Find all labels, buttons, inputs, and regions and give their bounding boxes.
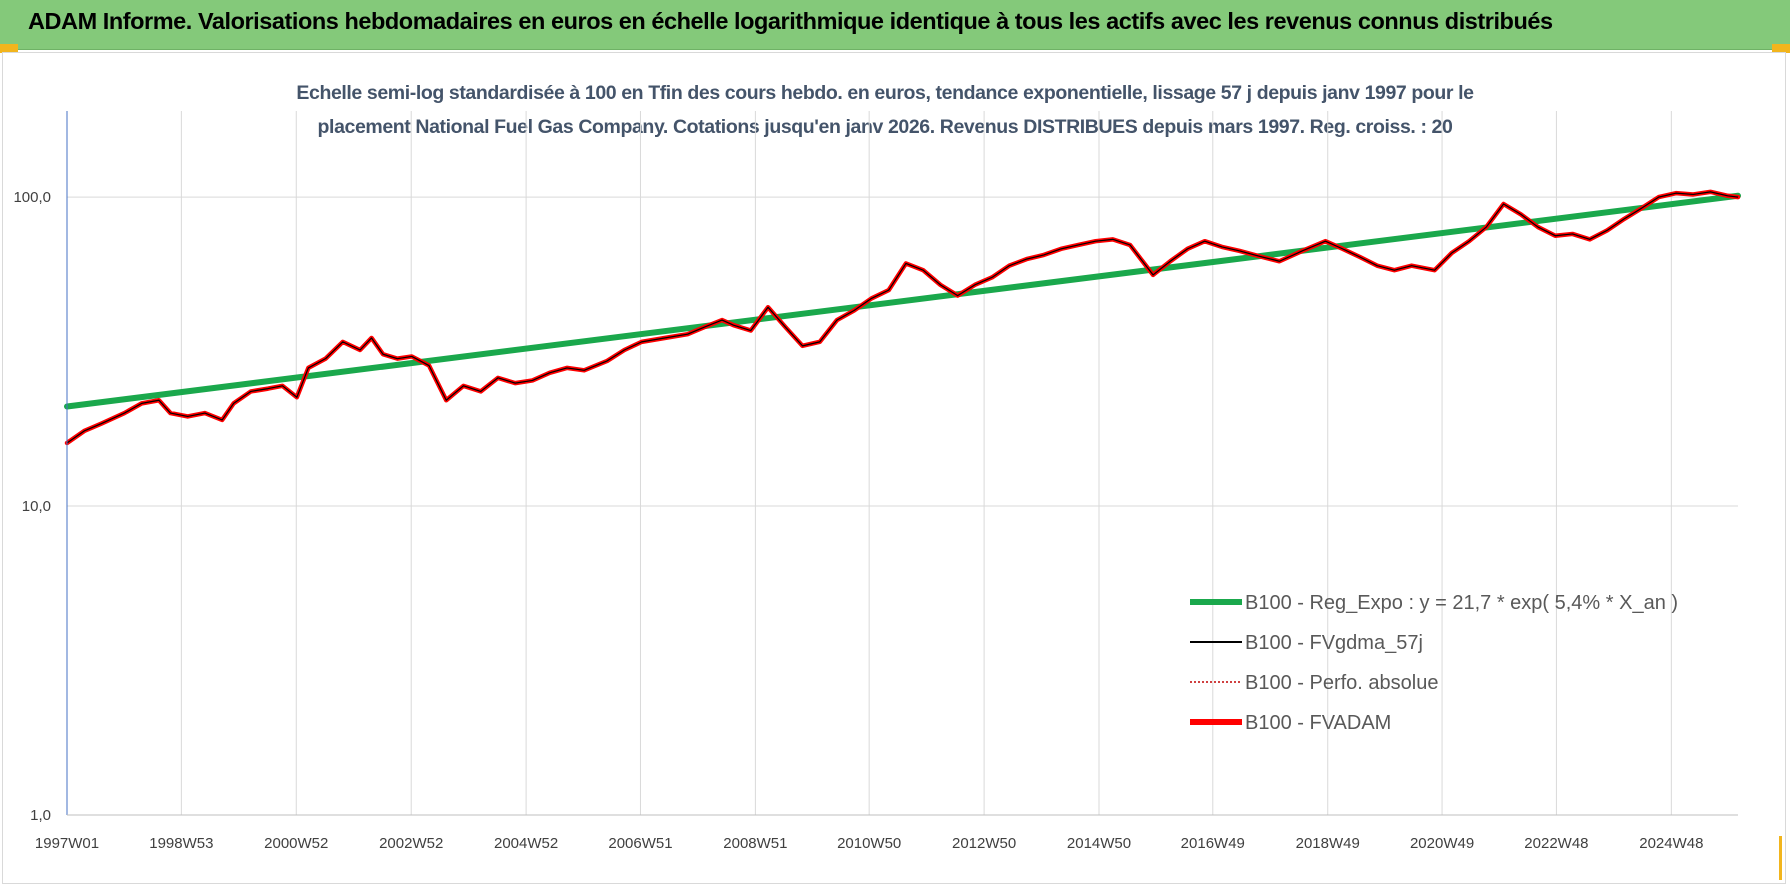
series-group [64, 189, 1741, 446]
legend-fvgdma-label: B100 - FVgdma_57j [1245, 632, 1423, 654]
x-tick-label: 2016W49 [1181, 835, 1245, 852]
x-tick-label: 2006W51 [608, 835, 672, 852]
series-reg-expo-line [64, 192, 1741, 410]
legend-reg-expo-label: B100 - Reg_Expo : y = 21,7 * exp( 5,4% *… [1245, 592, 1678, 614]
chart-title: Echelle semi-log standardisée à 100 en T… [160, 76, 1610, 144]
grid [66, 111, 1738, 815]
chart-title-line-2: placement National Fuel Gas Company. Cot… [317, 116, 1453, 138]
banner-title: ADAM Informe. Valorisations hebdomadaire… [28, 8, 1553, 34]
x-tick-label: 1998W53 [149, 835, 213, 852]
axes: 1997W01 1998W53 2000W52 2002W52 2004W52 2006W… [13, 111, 1738, 852]
legend: B100 - Reg_Expo : y = 21,7 * exp( 5,4% *… [1190, 592, 1678, 734]
x-tick-label: 1997W01 [35, 835, 99, 852]
x-tick-label: 2014W50 [1067, 835, 1131, 852]
x-tick-label: 2018W49 [1296, 835, 1360, 852]
y-tick-label: 1,0 [30, 807, 51, 824]
x-tick-label: 2004W52 [494, 835, 558, 852]
x-tick-label: 2008W51 [723, 835, 787, 852]
y-tick-label: 10,0 [22, 498, 51, 515]
legend-perfo-absolue-label: B100 - Perfo. absolue [1245, 672, 1438, 694]
x-tick-label: 2020W49 [1410, 835, 1474, 852]
x-tick-label: 2012W50 [952, 835, 1016, 852]
legend-fvadam-label: B100 - FVADAM [1245, 712, 1391, 734]
x-tick-label: 2024W48 [1639, 835, 1703, 852]
series-fvgdma-line [66, 191, 1739, 444]
corner-mark-left [0, 44, 18, 53]
x-tick-label: 2002W52 [379, 835, 443, 852]
banner: ADAM Informe. Valorisations hebdomadaire… [0, 0, 1790, 50]
x-tick-label: 2010W50 [837, 835, 901, 852]
corner-mark-bottom-right [1779, 836, 1782, 880]
x-tick-label: 2000W52 [264, 835, 328, 852]
corner-mark-right [1772, 44, 1790, 53]
chart-frame [2, 52, 1786, 884]
chart-title-line-1: Echelle semi-log standardisée à 100 en T… [296, 82, 1474, 104]
x-tick-label: 2022W48 [1524, 835, 1588, 852]
y-tick-label: 100,0 [13, 189, 51, 206]
